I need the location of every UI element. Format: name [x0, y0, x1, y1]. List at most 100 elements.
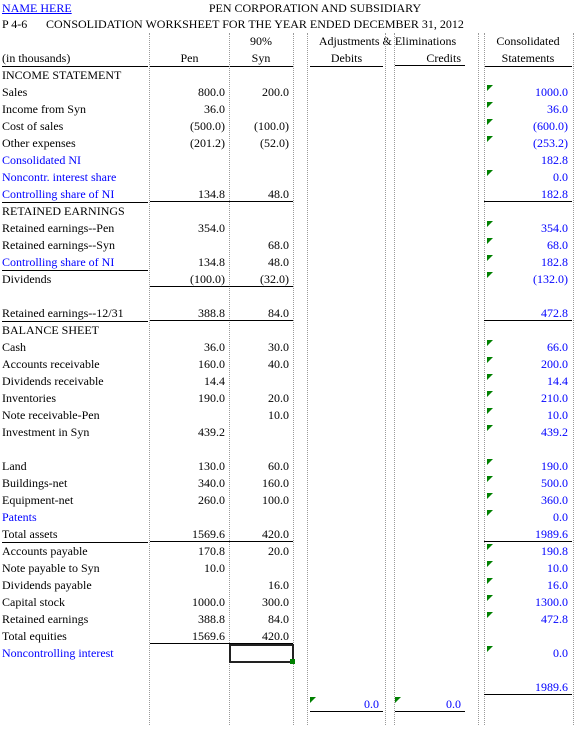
consolidated-cell[interactable]: 1000.0: [535, 85, 568, 99]
syn-cell[interactable]: [229, 203, 293, 219]
consolidated-cell[interactable]: 10.0: [547, 408, 568, 422]
syn-cell[interactable]: [229, 560, 293, 576]
pen-cell[interactable]: 130.0: [198, 459, 225, 473]
name-field[interactable]: NAME HERE: [2, 1, 72, 15]
pen-cell[interactable]: 354.0: [198, 221, 225, 235]
pen-cell[interactable]: (100.0): [150, 271, 229, 287]
syn-cell[interactable]: 10.0: [268, 408, 289, 422]
pen-cell[interactable]: 1569.6: [150, 526, 229, 542]
pen-cell[interactable]: [150, 577, 229, 593]
consolidated-cell[interactable]: 0.0: [553, 170, 568, 184]
syn-cell[interactable]: [229, 509, 293, 525]
syn-cell[interactable]: [229, 441, 293, 457]
pen-cell[interactable]: 388.8: [150, 305, 229, 321]
pen-cell[interactable]: 160.0: [198, 357, 225, 371]
syn-cell[interactable]: [229, 101, 293, 117]
consolidated-cell[interactable]: [484, 67, 572, 83]
selected-cell[interactable]: [229, 644, 295, 664]
pen-cell[interactable]: [150, 407, 229, 423]
pen-cell[interactable]: [150, 203, 229, 219]
consolidated-cell[interactable]: (132.0): [533, 272, 568, 286]
syn-cell[interactable]: 420.0: [229, 526, 293, 542]
consolidated-cell[interactable]: 200.0: [541, 357, 568, 371]
consolidated-cell[interactable]: 68.0: [547, 238, 568, 252]
consolidated-cell[interactable]: 182.8: [541, 255, 568, 269]
pen-cell[interactable]: 10.0: [204, 561, 225, 575]
consolidated-cell[interactable]: 10.0: [547, 561, 568, 575]
consolidated-cell[interactable]: 182.8: [541, 153, 568, 167]
syn-cell[interactable]: [229, 373, 293, 389]
syn-cell[interactable]: 68.0: [268, 238, 289, 252]
consolidated-cell[interactable]: 182.8: [484, 186, 572, 202]
pen-cell[interactable]: 134.8: [150, 186, 229, 202]
syn-cell[interactable]: 40.0: [268, 357, 289, 371]
pen-cell[interactable]: 340.0: [198, 476, 225, 490]
debits-total-cell[interactable]: 0.0: [310, 696, 383, 712]
consolidated-cell[interactable]: [484, 662, 572, 678]
pen-cell[interactable]: [150, 237, 229, 253]
syn-cell[interactable]: 48.0: [268, 255, 289, 269]
syn-cell[interactable]: (32.0): [229, 271, 293, 287]
consolidated-cell[interactable]: 1989.6: [484, 526, 572, 542]
fill-handle[interactable]: [290, 659, 295, 664]
pen-cell[interactable]: 134.8: [198, 255, 225, 269]
pen-cell[interactable]: [150, 288, 229, 304]
syn-cell[interactable]: 100.0: [262, 493, 289, 507]
syn-cell[interactable]: 200.0: [262, 85, 289, 99]
pen-cell[interactable]: 388.8: [198, 612, 225, 626]
consolidated-cell[interactable]: [484, 288, 572, 304]
pen-cell[interactable]: 800.0: [198, 85, 225, 99]
consolidated-cell[interactable]: (600.0): [533, 119, 568, 133]
syn-cell[interactable]: [229, 696, 293, 712]
syn-cell[interactable]: (100.0): [254, 119, 289, 133]
pen-cell[interactable]: [150, 441, 229, 457]
syn-cell[interactable]: [229, 220, 293, 236]
consolidated-cell[interactable]: [484, 203, 572, 219]
pen-cell[interactable]: [150, 322, 229, 338]
consolidated-cell[interactable]: 16.0: [547, 578, 568, 592]
consolidated-cell[interactable]: 0.0: [553, 646, 568, 660]
pen-cell[interactable]: [150, 645, 229, 661]
pen-cell[interactable]: 36.0: [204, 340, 225, 354]
consolidated-cell[interactable]: 500.0: [541, 476, 568, 490]
pen-cell[interactable]: 190.0: [198, 391, 225, 405]
syn-cell[interactable]: [229, 679, 293, 695]
consolidated-cell[interactable]: [484, 628, 572, 644]
syn-cell[interactable]: 20.0: [268, 391, 289, 405]
consolidated-cell[interactable]: (253.2): [533, 136, 568, 150]
consolidated-cell[interactable]: 210.0: [541, 391, 568, 405]
pen-cell[interactable]: 1569.6: [150, 628, 229, 644]
consolidated-cell[interactable]: 190.8: [541, 544, 568, 558]
consolidated-cell[interactable]: [484, 696, 572, 712]
consolidated-cell[interactable]: 439.2: [541, 425, 568, 439]
pen-cell[interactable]: (201.2): [190, 136, 225, 150]
pen-cell[interactable]: [150, 67, 229, 83]
consolidated-cell[interactable]: 1989.6: [484, 679, 572, 695]
pen-cell[interactable]: 1000.0: [192, 595, 225, 609]
pen-cell[interactable]: [150, 696, 229, 712]
syn-cell[interactable]: [229, 67, 293, 83]
consolidated-cell[interactable]: 36.0: [547, 102, 568, 116]
pen-cell[interactable]: (500.0): [190, 119, 225, 133]
syn-cell[interactable]: 300.0: [262, 595, 289, 609]
pen-cell[interactable]: 260.0: [198, 493, 225, 507]
syn-cell[interactable]: [229, 169, 293, 185]
consolidated-cell[interactable]: 1300.0: [535, 595, 568, 609]
syn-cell[interactable]: 160.0: [262, 476, 289, 490]
pen-cell[interactable]: [150, 509, 229, 525]
consolidated-cell[interactable]: 190.0: [541, 459, 568, 473]
consolidated-cell[interactable]: 66.0: [547, 340, 568, 354]
syn-cell[interactable]: [229, 424, 293, 440]
consolidated-cell[interactable]: 472.8: [484, 305, 572, 321]
pen-cell[interactable]: 14.4: [204, 374, 225, 388]
syn-cell[interactable]: 84.0: [268, 612, 289, 626]
consolidated-cell[interactable]: 354.0: [541, 221, 568, 235]
consolidated-cell[interactable]: [484, 441, 572, 457]
pen-cell[interactable]: [150, 152, 229, 168]
syn-cell[interactable]: [229, 288, 293, 304]
syn-cell[interactable]: 16.0: [268, 578, 289, 592]
consolidated-cell[interactable]: 14.4: [547, 374, 568, 388]
pen-cell[interactable]: 36.0: [204, 102, 225, 116]
syn-cell[interactable]: 20.0: [268, 544, 289, 558]
syn-cell[interactable]: 30.0: [268, 340, 289, 354]
